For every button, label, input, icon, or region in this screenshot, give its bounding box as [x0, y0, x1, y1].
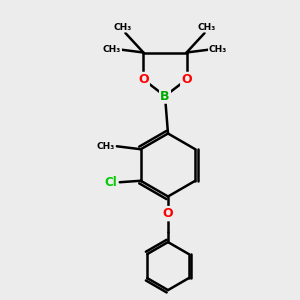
Text: O: O [138, 73, 149, 86]
Text: Cl: Cl [104, 176, 117, 189]
Text: O: O [181, 73, 192, 86]
Text: CH₃: CH₃ [96, 142, 114, 151]
Text: CH₃: CH₃ [198, 22, 216, 32]
Text: O: O [163, 207, 173, 220]
Text: CH₃: CH₃ [209, 45, 227, 54]
Text: B: B [160, 89, 170, 103]
Text: CH₃: CH₃ [103, 45, 121, 54]
Text: CH₃: CH₃ [114, 22, 132, 32]
